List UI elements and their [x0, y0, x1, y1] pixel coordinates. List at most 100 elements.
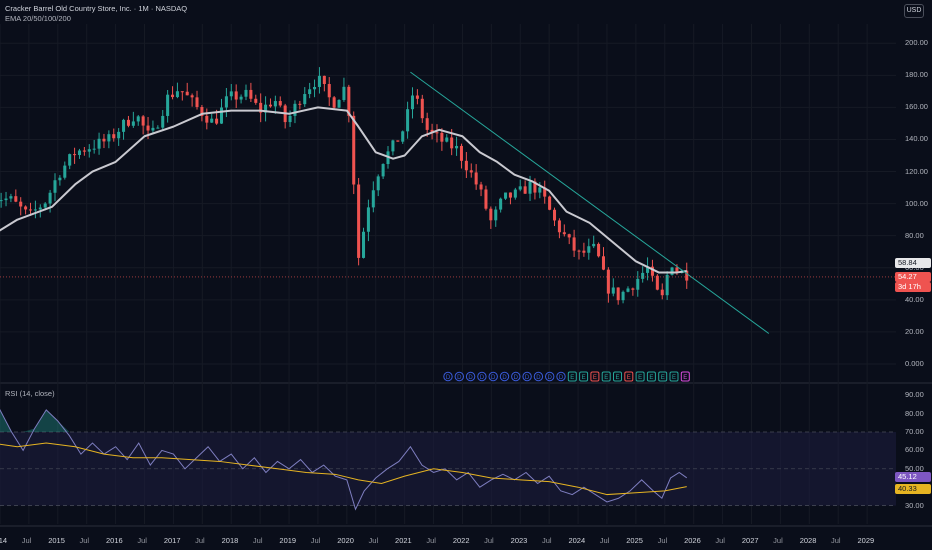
price-axis-tick: 180.00	[905, 70, 928, 80]
candle-body	[587, 246, 591, 253]
candle-body	[264, 104, 268, 113]
candle-body	[278, 101, 282, 106]
time-axis-tick: Jul	[773, 536, 783, 545]
candle-body	[73, 154, 77, 156]
candle-body	[469, 170, 473, 173]
price-axis-tick: 40.00	[905, 294, 924, 304]
dividend-marker	[556, 371, 566, 382]
time-axis-tick: Jul	[830, 536, 841, 545]
candle-body	[249, 89, 253, 99]
currency-button[interactable]: USD	[904, 4, 924, 18]
time-axis-tick: 2014	[0, 536, 8, 545]
time-axis-tick: 2023	[510, 536, 528, 545]
earnings-marker	[601, 371, 611, 382]
earnings-marker-label: E	[672, 375, 676, 381]
candle-body	[548, 196, 552, 210]
dividend-marker-label: D	[480, 375, 485, 381]
candle-body	[552, 209, 557, 221]
dividend-marker-label: D	[514, 375, 519, 381]
time-axis-tick: 2016	[106, 536, 123, 545]
candle-body	[224, 96, 228, 108]
rsi-axis-tick: 30.00	[905, 500, 924, 510]
ema-indicator-label[interactable]: EMA 20/50/100/200	[5, 14, 71, 23]
candle-body	[420, 98, 424, 119]
rsi-axis-tick: 60.00	[905, 445, 924, 455]
candle-body	[665, 274, 669, 296]
dividend-marker	[454, 371, 464, 382]
time-axis-tick: 2020	[337, 536, 354, 545]
candle-body	[582, 250, 586, 253]
dividend-marker	[443, 371, 453, 382]
earnings-marker-label: E	[615, 375, 619, 381]
candle-body	[396, 140, 400, 142]
candle-body	[190, 95, 194, 98]
candle-body	[631, 288, 635, 290]
candle-body	[611, 287, 615, 294]
candle-body	[38, 207, 42, 210]
candle-body	[572, 237, 576, 251]
earnings-marker-label: E	[638, 375, 642, 381]
rsi-line	[0, 408, 688, 511]
candle-body	[195, 97, 199, 107]
candle-body	[459, 145, 463, 161]
candle-body	[303, 94, 307, 105]
candle-body	[131, 121, 135, 126]
candle-body	[474, 172, 478, 185]
candle-body	[352, 115, 356, 185]
dividend-marker-label: D	[525, 375, 530, 381]
candle-body	[28, 209, 33, 211]
candle-body	[479, 184, 483, 190]
candle-body	[117, 131, 121, 139]
candle-body	[322, 75, 326, 85]
rsi-ma-line	[0, 442, 687, 496]
candle-body	[646, 266, 650, 273]
candle-body	[332, 97, 336, 108]
time-axis-tick: Jul	[484, 536, 494, 545]
candle-body	[141, 116, 145, 126]
candle-body	[77, 150, 81, 156]
time-axis-tick: 2019	[279, 536, 297, 545]
dividend-marker	[499, 371, 510, 382]
earnings-marker	[567, 371, 577, 382]
earnings-marker	[680, 371, 690, 382]
countdown-tag: 3d 17h	[895, 281, 931, 292]
earnings-marker	[579, 371, 589, 382]
candle-body	[533, 181, 537, 193]
dividend-marker-label: D	[536, 375, 541, 381]
candle-body	[337, 99, 341, 108]
earnings-marker-label: E	[661, 375, 665, 381]
time-axis-tick: 2024	[568, 536, 586, 545]
time-axis-tick: Jul	[252, 536, 263, 545]
symbol-title: Cracker Barrel Old Country Store, Inc. ·…	[5, 4, 188, 13]
candle-body	[362, 231, 366, 258]
candle-body	[494, 209, 498, 221]
candle-body	[239, 96, 243, 100]
candle-body	[650, 266, 654, 276]
candle-body	[499, 198, 503, 210]
candle-body	[288, 115, 292, 123]
candle-body	[43, 203, 47, 208]
candle-body	[410, 95, 415, 110]
rsi-axis-tick: 90.00	[905, 390, 924, 400]
candle-body	[210, 118, 214, 123]
candle-body	[151, 127, 155, 131]
dividend-marker	[477, 371, 487, 382]
candle-body	[58, 177, 62, 181]
dividend-marker	[511, 371, 521, 382]
candle-body	[87, 149, 91, 152]
candle-body	[685, 270, 689, 281]
candle-body	[205, 115, 209, 123]
candle-body	[215, 118, 219, 124]
candle-body	[391, 140, 395, 152]
candle-body	[97, 138, 101, 149]
price-axis-tick: 160.00	[905, 102, 928, 112]
time-axis-tick: 2021	[395, 536, 412, 545]
candle-body	[597, 243, 601, 257]
candle-body	[464, 160, 468, 171]
candle-body	[33, 209, 37, 211]
time-axis-tick: 2029	[857, 536, 875, 545]
candle-body	[366, 207, 370, 232]
rsi-indicator-label[interactable]: RSI (14, close)	[5, 389, 55, 398]
candle-body	[259, 102, 263, 113]
candle-body	[102, 138, 106, 142]
